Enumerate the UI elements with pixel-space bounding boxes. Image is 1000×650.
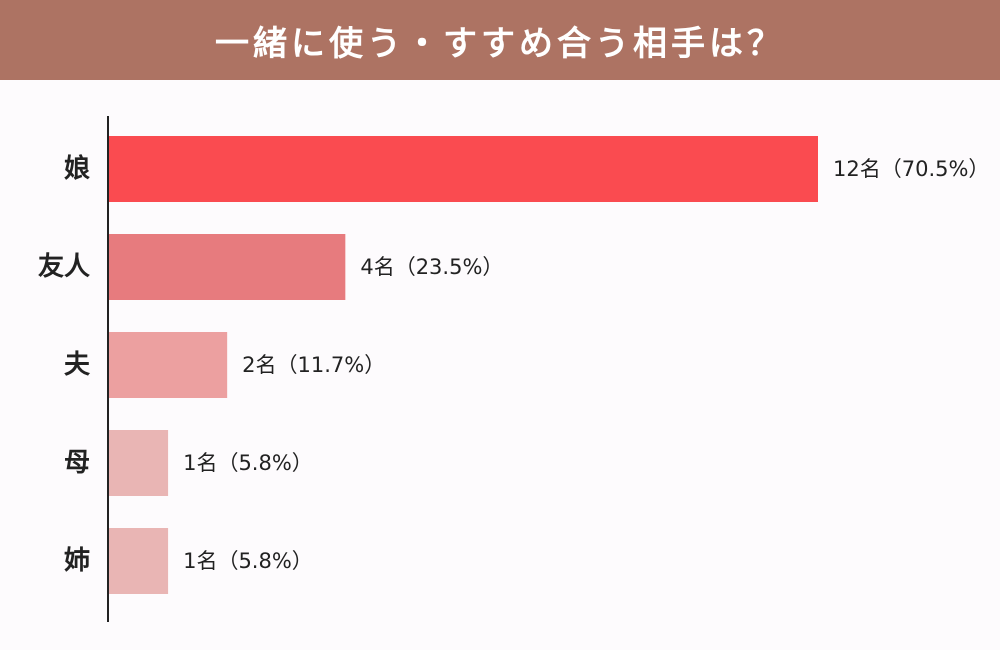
value-label: 2名（11.7%） bbox=[242, 353, 385, 377]
value-label: 12名（70.5%） bbox=[833, 157, 989, 181]
category-label: 友人 bbox=[38, 252, 90, 282]
category-label: 母 bbox=[64, 448, 90, 478]
chart-title: 一緒に使う・すすめ合う相手は？ bbox=[215, 23, 785, 64]
bars-group: 娘 12名（70.5%） 友人 4名（23.5%） 夫 2名（11.7%） 母 1名（5.8%… bbox=[38, 136, 989, 594]
bar bbox=[109, 136, 818, 202]
category-label: 夫 bbox=[64, 350, 91, 380]
value-label: 1名（5.8%） bbox=[183, 549, 313, 573]
bar bbox=[109, 430, 169, 496]
value-label: 4名（23.5%） bbox=[360, 255, 503, 279]
category-label: 娘 bbox=[64, 153, 90, 184]
bar-chart: 娘 12名（70.5%） 友人 4名（23.5%） 夫 2名（11.7%） 母 1名（5.8%… bbox=[38, 116, 989, 622]
chart-header: 一緒に使う・すすめ合う相手は？ bbox=[0, 0, 1000, 80]
bar bbox=[109, 234, 346, 300]
bar bbox=[109, 332, 228, 398]
category-label: 姉 bbox=[64, 546, 90, 576]
bar bbox=[109, 528, 169, 594]
value-label: 1名（5.8%） bbox=[183, 451, 313, 475]
